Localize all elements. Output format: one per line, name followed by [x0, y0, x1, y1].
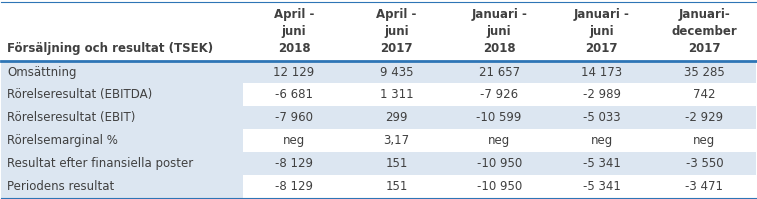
Text: -8 129: -8 129 [275, 157, 313, 170]
Text: 151: 151 [385, 157, 408, 170]
Text: -5 341: -5 341 [583, 157, 621, 170]
Text: 35 285: 35 285 [684, 65, 724, 79]
Text: -2 929: -2 929 [685, 111, 724, 124]
Bar [2, 61, 755, 83]
Text: -7 926: -7 926 [480, 88, 519, 101]
Text: -3 471: -3 471 [685, 180, 724, 193]
Text: Rörelseresultat (EBIT): Rörelseresultat (EBIT) [8, 111, 136, 124]
Text: 12 129: 12 129 [273, 65, 315, 79]
Bar [2, 61, 243, 83]
Text: -6 681: -6 681 [275, 88, 313, 101]
Bar [2, 83, 243, 106]
Text: Rörelseresultat (EBITDA): Rörelseresultat (EBITDA) [8, 88, 153, 101]
Bar [2, 83, 755, 106]
Text: -3 550: -3 550 [686, 157, 723, 170]
Text: Januari -
juni
2018: Januari - juni 2018 [472, 8, 527, 55]
Text: -10 950: -10 950 [477, 157, 522, 170]
Text: Omsättning: Omsättning [8, 65, 77, 79]
Text: Januari -
juni
2017: Januari - juni 2017 [574, 8, 630, 55]
Text: 299: 299 [385, 111, 408, 124]
Text: Periodens resultat: Periodens resultat [8, 180, 114, 193]
Text: 742: 742 [693, 88, 715, 101]
Text: neg: neg [693, 134, 715, 147]
Text: Försäljning och resultat (TSEK): Försäljning och resultat (TSEK) [8, 42, 213, 55]
Bar [2, 129, 755, 152]
Text: -7 960: -7 960 [275, 111, 313, 124]
Text: Januari-
december
2017: Januari- december 2017 [671, 8, 737, 55]
Text: neg: neg [283, 134, 305, 147]
Bar [2, 106, 755, 129]
Text: -10 950: -10 950 [477, 180, 522, 193]
Text: 3,17: 3,17 [384, 134, 410, 147]
Bar [2, 175, 755, 198]
Text: April -
juni
2017: April - juni 2017 [376, 8, 417, 55]
Text: -5 341: -5 341 [583, 180, 621, 193]
Text: 9 435: 9 435 [380, 65, 413, 79]
Text: 21 657: 21 657 [478, 65, 520, 79]
Bar [2, 152, 755, 175]
Bar [2, 2, 755, 61]
Bar [2, 106, 243, 129]
Text: -2 989: -2 989 [583, 88, 621, 101]
Text: neg: neg [590, 134, 613, 147]
Text: Resultat efter finansiella poster: Resultat efter finansiella poster [8, 157, 194, 170]
Text: Rörelsemarginal %: Rörelsemarginal % [8, 134, 118, 147]
Text: 151: 151 [385, 180, 408, 193]
Text: -5 033: -5 033 [583, 111, 621, 124]
Text: 14 173: 14 173 [581, 65, 622, 79]
Bar [2, 129, 243, 152]
Text: 1 311: 1 311 [380, 88, 413, 101]
Text: neg: neg [488, 134, 510, 147]
Bar [2, 175, 243, 198]
Text: April -
juni
2018: April - juni 2018 [274, 8, 314, 55]
Bar [2, 152, 243, 175]
Text: -8 129: -8 129 [275, 180, 313, 193]
Text: -10 599: -10 599 [476, 111, 522, 124]
